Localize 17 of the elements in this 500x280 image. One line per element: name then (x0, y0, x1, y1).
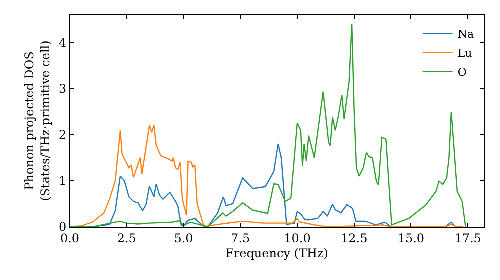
legend-label: Lu (458, 47, 472, 60)
x-tick-label: 15.0 (398, 231, 425, 246)
x-tick-label: 5.0 (174, 231, 194, 246)
line-series (70, 125, 464, 227)
x-tick-label: 17.5 (454, 231, 482, 246)
x-axis-title: Frequency (THz) (226, 246, 328, 260)
x-tick-label: 12.5 (340, 231, 368, 246)
y-tick-label: 1 (58, 174, 67, 188)
legend-label: O (458, 66, 467, 80)
y-tick-label: 4 (58, 36, 67, 50)
y-axis-title: Phonon projected DOS (States/THz·primitive cell) (22, 40, 52, 202)
y-tick-label: 2 (58, 128, 67, 142)
x-tick-label: 7.5 (231, 231, 250, 246)
x-tick-label: 2.5 (117, 231, 136, 246)
y-tick-label: 3 (58, 82, 67, 96)
legend-label: Na (458, 28, 474, 42)
x-tick-label: 10.0 (284, 231, 311, 246)
